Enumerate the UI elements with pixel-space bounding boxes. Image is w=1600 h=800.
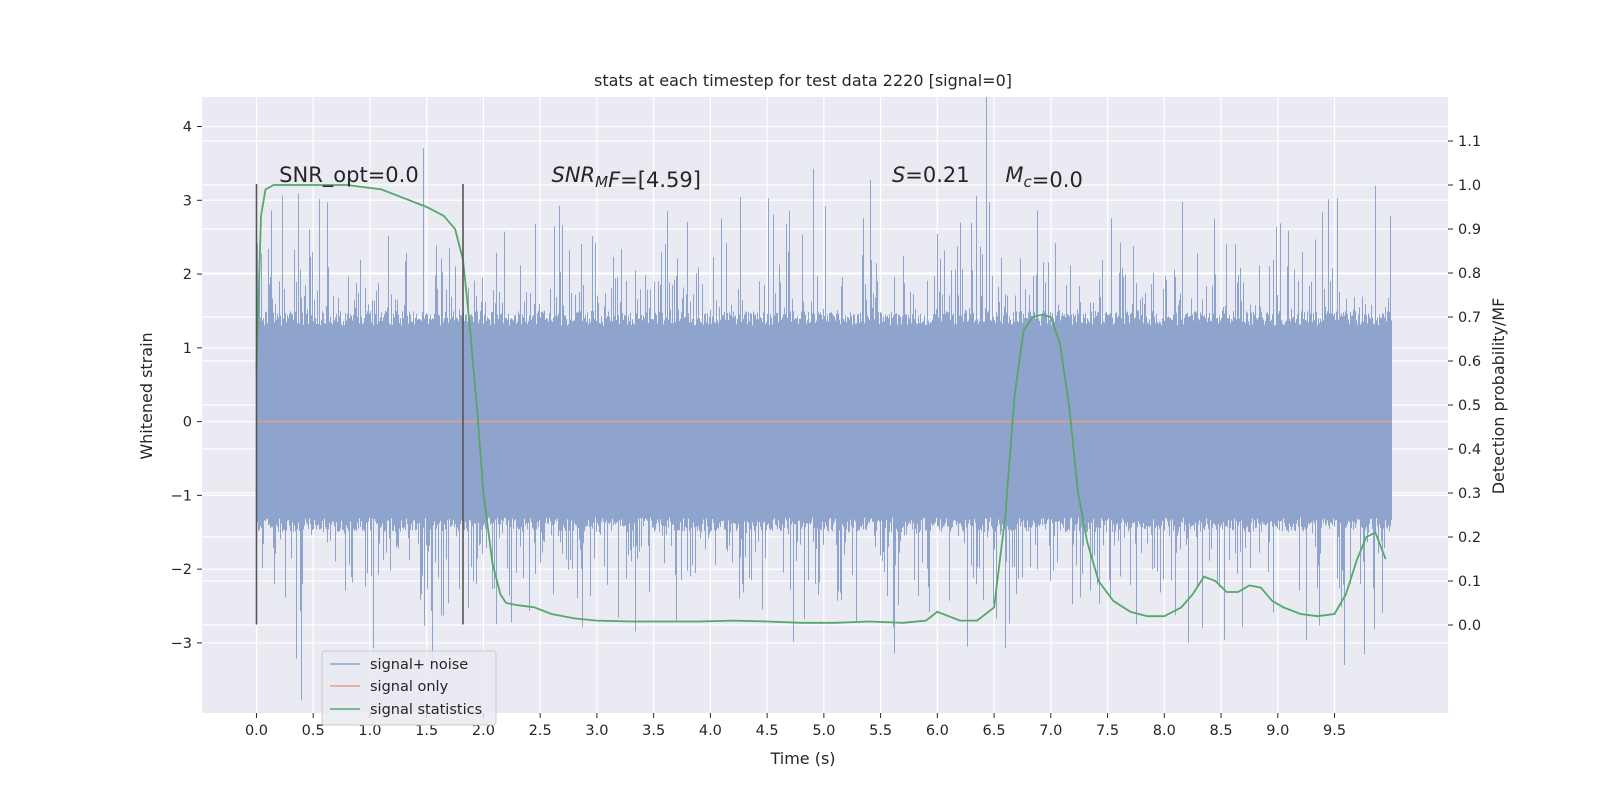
legend-label-signal: signal only	[370, 679, 449, 695]
x-tick-label: 1.0	[358, 723, 381, 739]
y-right-tick-label: 0.0	[1458, 618, 1481, 634]
x-tick-label: 2.5	[529, 723, 552, 739]
annotation-s-stat: S=0.21	[892, 163, 970, 187]
x-axis: 0.0 0.5 1.0 1.5 2.0 2.5 3.0 3.5 4.0 4.5 5.0 5.5 6.0 6…	[245, 713, 1346, 739]
annotation-mc: Mc=0.0	[1005, 163, 1082, 192]
y-axis-right-label: Detection probability/MF	[1489, 298, 1508, 495]
y-left-tick-label: 0	[183, 415, 192, 431]
y-axis-left-label: Whitened strain	[137, 332, 156, 459]
y-left-tick-label: 4	[183, 120, 192, 136]
y-left-tick-label: −2	[171, 562, 192, 578]
y-right-tick-label: 0.6	[1458, 354, 1481, 370]
chart-title: stats at each timestep for test data 222…	[594, 71, 1012, 90]
y-left-tick-label: −3	[171, 636, 192, 652]
x-tick-label: 5.0	[812, 723, 835, 739]
y-right-tick-label: 0.3	[1458, 486, 1481, 502]
legend-label-stats: signal statistics	[370, 702, 482, 718]
x-tick-label: 6.0	[926, 723, 949, 739]
x-tick-label: 4.5	[756, 723, 779, 739]
legend-label-noise: signal+ noise	[370, 657, 468, 673]
y-right-tick-label: 0.1	[1458, 574, 1481, 590]
y-left-tick-label: −1	[171, 488, 192, 504]
x-tick-label: 4.0	[699, 723, 722, 739]
annotations: SNR_opt=0.0 SNRMF=[4.59] S=0.21 Mc=0.0	[279, 163, 1083, 192]
x-tick-label: 1.5	[415, 723, 438, 739]
legend: signal+ noise signal only signal statist…	[321, 650, 497, 726]
x-tick-label: 3.0	[585, 723, 608, 739]
y-right-tick-label: 0.7	[1458, 310, 1481, 326]
x-tick-label: 7.0	[1039, 723, 1062, 739]
x-tick-label: 8.5	[1210, 723, 1233, 739]
x-tick-label: 3.5	[642, 723, 665, 739]
x-tick-label: 0.5	[302, 723, 325, 739]
legend-box	[321, 650, 497, 726]
series-layer	[255, 97, 1392, 701]
x-tick-label: 8.0	[1153, 723, 1176, 739]
y-axis-right: 0.0 0.1 0.2 0.3 0.4 0.5 0.6 0.7 0.8 0.9 1.0 1.1	[1448, 134, 1481, 634]
y-right-tick-label: 0.8	[1458, 266, 1481, 282]
x-tick-label: 9.5	[1323, 723, 1346, 739]
annotation-snr-mf: SNRMF=[4.59]	[552, 163, 701, 192]
x-tick-label: 0.0	[245, 723, 268, 739]
y-right-tick-label: 1.1	[1458, 134, 1481, 150]
annotation-snr-opt: SNR_opt=0.0	[279, 163, 419, 188]
y-right-tick-label: 0.4	[1458, 442, 1481, 458]
x-tick-label: 6.5	[983, 723, 1006, 739]
y-right-tick-label: 0.2	[1458, 530, 1481, 546]
x-tick-label: 7.5	[1096, 723, 1119, 739]
x-tick-label: 2.0	[472, 723, 495, 739]
y-left-tick-label: 3	[183, 193, 192, 209]
vertical-lines	[255, 184, 464, 625]
series-stats-line	[255, 184, 1387, 624]
y-left-tick-label: 2	[183, 267, 192, 283]
x-tick-label: 5.5	[869, 723, 892, 739]
y-left-tick-label: 1	[183, 341, 192, 357]
y-right-tick-label: 0.9	[1458, 222, 1481, 238]
y-right-tick-label: 1.0	[1458, 178, 1481, 194]
y-axis-left: −3 −2 −1 0 1 2 3 4	[171, 120, 202, 652]
x-tick-label: 9.0	[1266, 723, 1289, 739]
y-right-tick-label: 0.5	[1458, 398, 1481, 414]
x-axis-label: Time (s)	[769, 749, 835, 768]
